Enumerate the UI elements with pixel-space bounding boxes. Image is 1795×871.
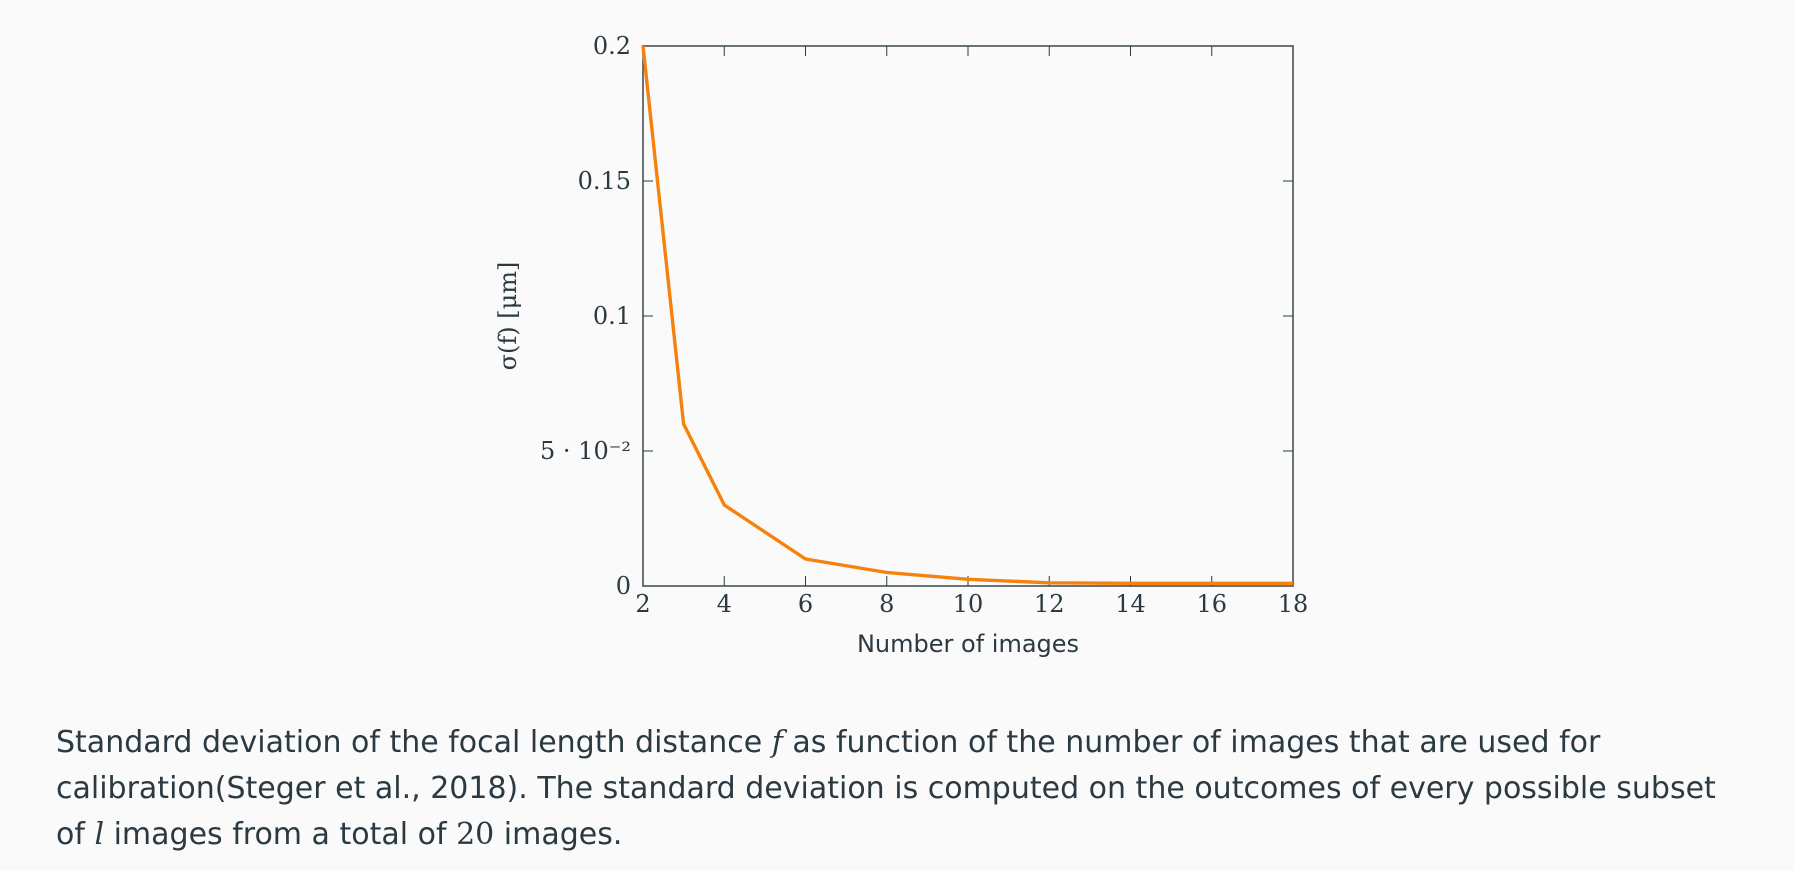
- caption-number: 20: [456, 817, 495, 852]
- y-axis-title: σ(f) [μm]: [494, 262, 522, 371]
- y-tick-label: 0: [616, 572, 631, 600]
- y-tick-label: 0.1: [593, 302, 631, 330]
- x-tick-label: 10: [953, 590, 984, 618]
- series-line: [641, 45, 1293, 585]
- x-axis-title: Number of images: [857, 630, 1079, 658]
- y-tick-label: 0.2: [593, 32, 631, 60]
- line-chart: 2 4 6 8 10 12 14 16 18 0 5 · 10⁻² 0.1 0.15 0.2 Numbe…: [494, 32, 1308, 658]
- figure-caption: Standard deviation of the focal length d…: [56, 720, 1746, 858]
- caption-text-1: Standard deviation of the focal length d…: [56, 725, 772, 760]
- caption-text-3: images from a total of: [104, 817, 457, 852]
- caption-text-2: as function of the number of images that…: [56, 725, 1716, 852]
- x-tick-labels: 2 4 6 8 10 12 14 16 18: [635, 590, 1308, 618]
- y-tick-label: 5 · 10⁻²: [540, 437, 631, 465]
- x-tick-label: 4: [717, 590, 732, 618]
- caption-var-f: f: [771, 725, 783, 760]
- caption-text-4: images.: [494, 817, 623, 852]
- tick-marks: [642, 45, 1294, 587]
- y-tick-labels: 0 5 · 10⁻² 0.1 0.15 0.2: [540, 32, 631, 600]
- x-tick-label: 14: [1115, 590, 1146, 618]
- x-tick-label: 18: [1278, 590, 1309, 618]
- x-tick-label: 16: [1196, 590, 1227, 618]
- y-tick-label: 0.15: [578, 167, 631, 195]
- plot-frame: [642, 45, 1294, 587]
- x-tick-label: 2: [635, 590, 650, 618]
- caption-var-l: l: [94, 817, 105, 852]
- x-tick-label: 8: [879, 590, 894, 618]
- x-tick-label: 6: [798, 590, 813, 618]
- x-tick-label: 12: [1034, 590, 1065, 618]
